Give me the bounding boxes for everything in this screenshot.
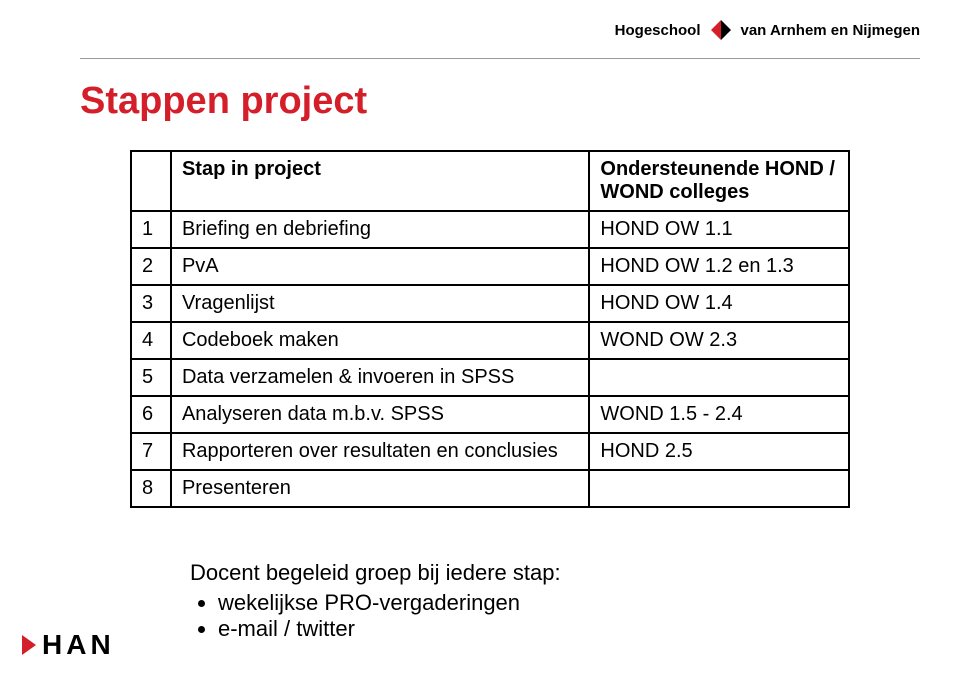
table-row: 2PvAHOND OW 1.2 en 1.3 <box>131 248 849 285</box>
brand-left-text: Hogeschool <box>615 22 701 39</box>
row-num: 5 <box>131 359 171 396</box>
row-step: Data verzamelen & invoeren in SPSS <box>171 359 589 396</box>
table-row: 1Briefing en debriefingHOND OW 1.1 <box>131 211 849 248</box>
header-divider <box>80 58 920 59</box>
row-num: 8 <box>131 470 171 507</box>
row-num: 6 <box>131 396 171 433</box>
header-step: Stap in project <box>171 151 589 211</box>
bottom-intro: Docent begeleid groep bij iedere stap: <box>190 560 561 586</box>
row-step: Codeboek maken <box>171 322 589 359</box>
page-title: Stappen project <box>80 80 367 123</box>
row-num: 3 <box>131 285 171 322</box>
row-support: HOND 2.5 <box>589 433 849 470</box>
steps-table: Stap in project Ondersteunende HOND / WO… <box>130 150 850 508</box>
bottom-list: wekelijkse PRO-vergaderingene-mail / twi… <box>218 590 561 642</box>
header-support: Ondersteunende HOND / WOND colleges <box>589 151 849 211</box>
row-step: Analyseren data m.b.v. SPSS <box>171 396 589 433</box>
diamond-left <box>711 20 721 40</box>
table-row: 5Data verzamelen & invoeren in SPSS <box>131 359 849 396</box>
row-num: 1 <box>131 211 171 248</box>
list-item: wekelijkse PRO-vergaderingen <box>218 590 561 616</box>
han-text: HAN <box>42 629 115 661</box>
row-support <box>589 470 849 507</box>
row-support: HOND OW 1.1 <box>589 211 849 248</box>
table-row: 8Presenteren <box>131 470 849 507</box>
row-step: Briefing en debriefing <box>171 211 589 248</box>
diamond-right <box>721 20 731 40</box>
diamond-icon <box>709 18 733 42</box>
table-header-row: Stap in project Ondersteunende HOND / WO… <box>131 151 849 211</box>
row-num: 4 <box>131 322 171 359</box>
row-support: HOND OW 1.2 en 1.3 <box>589 248 849 285</box>
row-step: Vragenlijst <box>171 285 589 322</box>
row-step: Rapporteren over resultaten en conclusie… <box>171 433 589 470</box>
brand-header: Hogeschool van Arnhem en Nijmegen <box>615 18 920 42</box>
row-step: PvA <box>171 248 589 285</box>
table-row: 7Rapporteren over resultaten en conclusi… <box>131 433 849 470</box>
row-support: WOND 1.5 - 2.4 <box>589 396 849 433</box>
table-row: 3VragenlijstHOND OW 1.4 <box>131 285 849 322</box>
row-support <box>589 359 849 396</box>
header-num <box>131 151 171 211</box>
brand-right-text: van Arnhem en Nijmegen <box>741 22 921 39</box>
bottom-note: Docent begeleid groep bij iedere stap: w… <box>190 560 561 642</box>
row-step: Presenteren <box>171 470 589 507</box>
triangle-icon <box>22 635 36 655</box>
table-row: 4Codeboek makenWOND OW 2.3 <box>131 322 849 359</box>
list-item: e-mail / twitter <box>218 616 561 642</box>
table-row: 6Analyseren data m.b.v. SPSSWOND 1.5 - 2… <box>131 396 849 433</box>
row-support: WOND OW 2.3 <box>589 322 849 359</box>
row-num: 7 <box>131 433 171 470</box>
footer-logo: HAN <box>22 629 115 661</box>
row-support: HOND OW 1.4 <box>589 285 849 322</box>
row-num: 2 <box>131 248 171 285</box>
